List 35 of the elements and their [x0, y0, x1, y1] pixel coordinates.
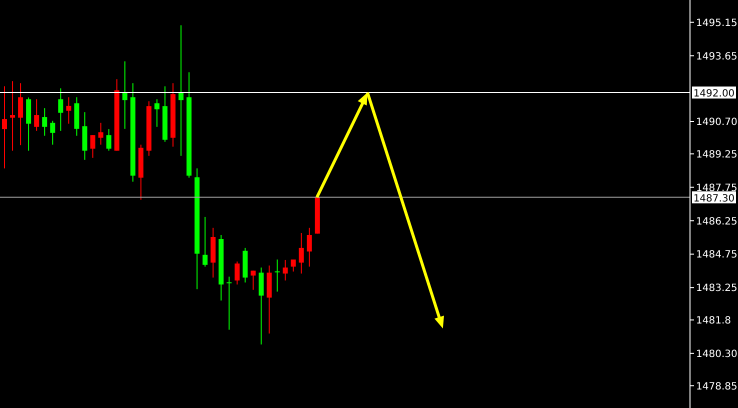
candlestick — [34, 98, 40, 132]
candlestick — [98, 122, 104, 146]
candlestick — [154, 98, 160, 128]
candlestick — [290, 259, 296, 272]
candlestick — [282, 259, 288, 281]
candlestick — [90, 134, 96, 158]
candlestick — [42, 108, 48, 136]
y-tick-label: 1487.75 — [696, 182, 738, 194]
candlestick — [234, 261, 240, 285]
ref-line-label: 1492.00 — [693, 88, 735, 100]
candlestick — [106, 128, 112, 152]
ref-line-label: 1487.30 — [693, 193, 735, 204]
candlestick — [66, 96, 72, 124]
candlestick — [274, 259, 280, 292]
y-tick-label: 1484.75 — [696, 250, 738, 261]
candlestick — [50, 120, 56, 146]
y-tick-label: 1486.25 — [696, 216, 738, 228]
candlestick — [58, 88, 64, 132]
candlestick — [258, 267, 264, 345]
candlestick — [298, 232, 304, 274]
candlestick — [18, 82, 24, 146]
candlestick — [2, 86, 7, 169]
y-tick-label: 1483.25 — [696, 283, 738, 294]
candlestick — [250, 270, 256, 290]
y-tick-label: 1480.30 — [696, 348, 738, 360]
candlestick — [226, 276, 232, 330]
y-tick-label: 1478.85 — [696, 381, 738, 392]
y-tick-label: 1493.65 — [696, 51, 738, 62]
candlestick — [306, 227, 312, 268]
candlestick — [202, 216, 208, 268]
y-tick-label: 1481.8 — [696, 315, 731, 326]
y-tick-label: 1490.70 — [696, 117, 738, 128]
candlestick — [10, 80, 16, 152]
y-tick-label: 1495.15 — [696, 18, 738, 29]
y-tick-label: 1489.25 — [696, 149, 738, 160]
